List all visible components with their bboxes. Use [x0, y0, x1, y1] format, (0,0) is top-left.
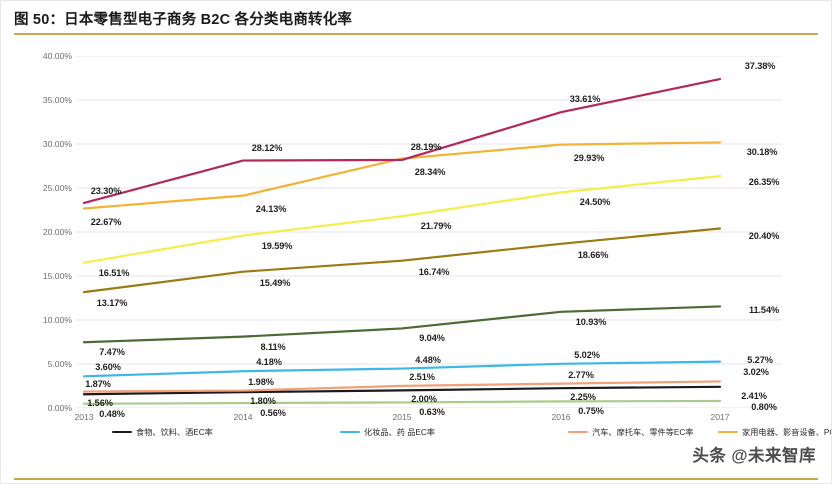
data-point-label: 1.56% — [87, 398, 113, 409]
data-point-label: 28.12% — [251, 142, 283, 153]
series-line — [82, 77, 722, 205]
x-axis-tick-label: 2017 — [710, 412, 730, 422]
line-chart-svg — [76, 56, 782, 408]
chart-legend: 食物、饮料、酒EC率 化妆品、药 品EC率 汽车、摩托车、零件等EC率 家用电器、影音… — [112, 424, 832, 440]
data-point-label: 2.25% — [570, 392, 596, 403]
legend-color-swatch — [718, 430, 738, 434]
data-point-label: 1.98% — [248, 376, 274, 387]
data-point-label: 22.67% — [90, 216, 122, 227]
legend-color-swatch — [112, 430, 132, 434]
legend-color-swatch — [340, 430, 360, 434]
data-point-label: 16.51% — [98, 267, 130, 278]
data-point-label: 1.87% — [85, 378, 111, 389]
x-axis-tick-label: 2013 — [74, 412, 94, 422]
data-point-label: 18.66% — [577, 249, 609, 260]
title-divider — [14, 33, 818, 35]
legend-item[interactable]: 食物、饮料、酒EC率 — [112, 426, 340, 438]
page-title: 图 50：日本零售型电子商务 B2C 各分类电商转化率 — [14, 12, 353, 28]
data-point-label: 26.35% — [748, 177, 780, 188]
y-axis-tick-label: 0.00% — [47, 403, 72, 413]
data-point-label: 16.74% — [418, 266, 450, 277]
y-axis-tick-label: 35.00% — [42, 95, 72, 105]
data-point-label: 9.04% — [419, 333, 445, 344]
data-point-label: 0.80% — [751, 401, 777, 412]
y-axis-tick-label: 20.00% — [42, 227, 72, 237]
data-point-label: 24.50% — [579, 197, 611, 208]
y-axis-tick-label: 25.00% — [42, 183, 72, 193]
data-point-label: 4.48% — [415, 354, 441, 365]
data-point-label: 3.60% — [95, 362, 121, 373]
data-point-label: 19.59% — [261, 240, 293, 251]
series-line — [82, 141, 722, 210]
data-point-label: 20.40% — [748, 231, 780, 242]
data-point-label: 28.34% — [414, 166, 446, 177]
y-axis-tick-label: 30.00% — [42, 139, 72, 149]
data-point-label: 5.27% — [747, 354, 773, 365]
data-point-label: 28.19% — [410, 141, 442, 152]
x-axis: 2013 2014 2015 2016 2017 — [74, 412, 782, 428]
y-axis-tick-label: 10.00% — [42, 315, 72, 325]
series-line — [82, 175, 722, 264]
series-line — [82, 380, 722, 393]
data-point-label: 21.79% — [420, 221, 452, 232]
legend-item[interactable]: 化妆品、药 品EC率 — [340, 426, 568, 438]
data-point-label: 0.48% — [99, 408, 125, 419]
data-point-label: 2.77% — [568, 369, 594, 380]
data-point-label: 29.93% — [573, 152, 605, 163]
y-axis-tick-label: 5.00% — [47, 359, 72, 369]
data-point-label: 5.02% — [574, 349, 600, 360]
legend-item[interactable]: 汽车、摩托车、零件等EC率 — [568, 426, 718, 438]
data-point-label: 2.00% — [411, 394, 437, 405]
x-axis-tick-label: 2016 — [551, 412, 571, 422]
legend-label: 化妆品、药 品EC率 — [364, 428, 435, 437]
data-point-label: 0.75% — [578, 406, 604, 417]
y-axis: 0.00% 5.00% 10.00% 15.00% 20.00% 25.00% 30.00%… — [14, 51, 72, 413]
plot-container: 0.00% 5.00% 10.00% 15.00% 20.00% 25.00% 30.00%… — [14, 44, 818, 424]
data-point-label: 7.47% — [99, 347, 125, 358]
series-line — [82, 227, 722, 294]
series-line — [82, 385, 722, 396]
data-point-label: 30.18% — [746, 147, 778, 158]
chart-title-bar: 图 50：日本零售型电子商务 B2C 各分类电商转化率 — [14, 8, 818, 29]
legend-item[interactable]: 家用电器、影音设备、PC /外围设备等EC率 — [718, 426, 832, 438]
series-line — [82, 360, 722, 378]
data-point-label: 0.63% — [419, 407, 445, 418]
x-axis-tick-label: 2015 — [392, 412, 412, 422]
data-point-label: 1.80% — [250, 396, 276, 407]
data-point-label: 3.02% — [743, 367, 769, 378]
series-line — [82, 305, 722, 344]
legend-label: 家用电器、影音设备、PC /外围设备等EC率 — [742, 428, 832, 437]
data-point-label: 2.41% — [741, 390, 767, 401]
data-point-label: 13.17% — [96, 298, 128, 309]
data-point-label: 4.18% — [256, 357, 282, 368]
watermark-brand: 头条 @未来智库 — [692, 447, 816, 465]
data-point-label: 8.11% — [260, 341, 286, 352]
y-axis-tick-label: 15.00% — [42, 271, 72, 281]
data-point-label: 10.93% — [575, 316, 607, 327]
x-axis-tick-label: 2014 — [233, 412, 253, 422]
data-point-label: 2.51% — [409, 371, 435, 382]
legend-color-swatch — [568, 430, 588, 434]
legend-label: 汽车、摩托车、零件等EC率 — [592, 428, 694, 437]
data-point-label: 11.54% — [748, 305, 780, 316]
data-point-label: 24.13% — [255, 203, 287, 214]
data-point-label: 37.38% — [744, 61, 776, 72]
series-line — [82, 399, 722, 405]
legend-label: 食物、饮料、酒EC率 — [136, 428, 213, 437]
data-point-label: 15.49% — [259, 277, 291, 288]
y-axis-tick-label: 40.00% — [42, 51, 72, 61]
data-point-label: 33.61% — [569, 94, 601, 105]
plot-area: 1.56% 1.80% 2.00% 2.25% 2.41% 3.60% 4.18% 4.48%… — [76, 56, 782, 419]
bottom-divider — [14, 478, 818, 480]
data-point-label: 23.30% — [90, 185, 122, 196]
data-point-label: 0.56% — [260, 408, 286, 419]
